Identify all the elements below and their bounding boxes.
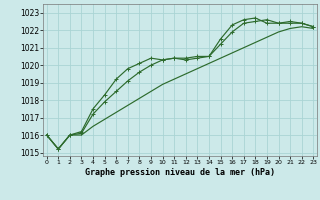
X-axis label: Graphe pression niveau de la mer (hPa): Graphe pression niveau de la mer (hPa) — [85, 168, 275, 177]
